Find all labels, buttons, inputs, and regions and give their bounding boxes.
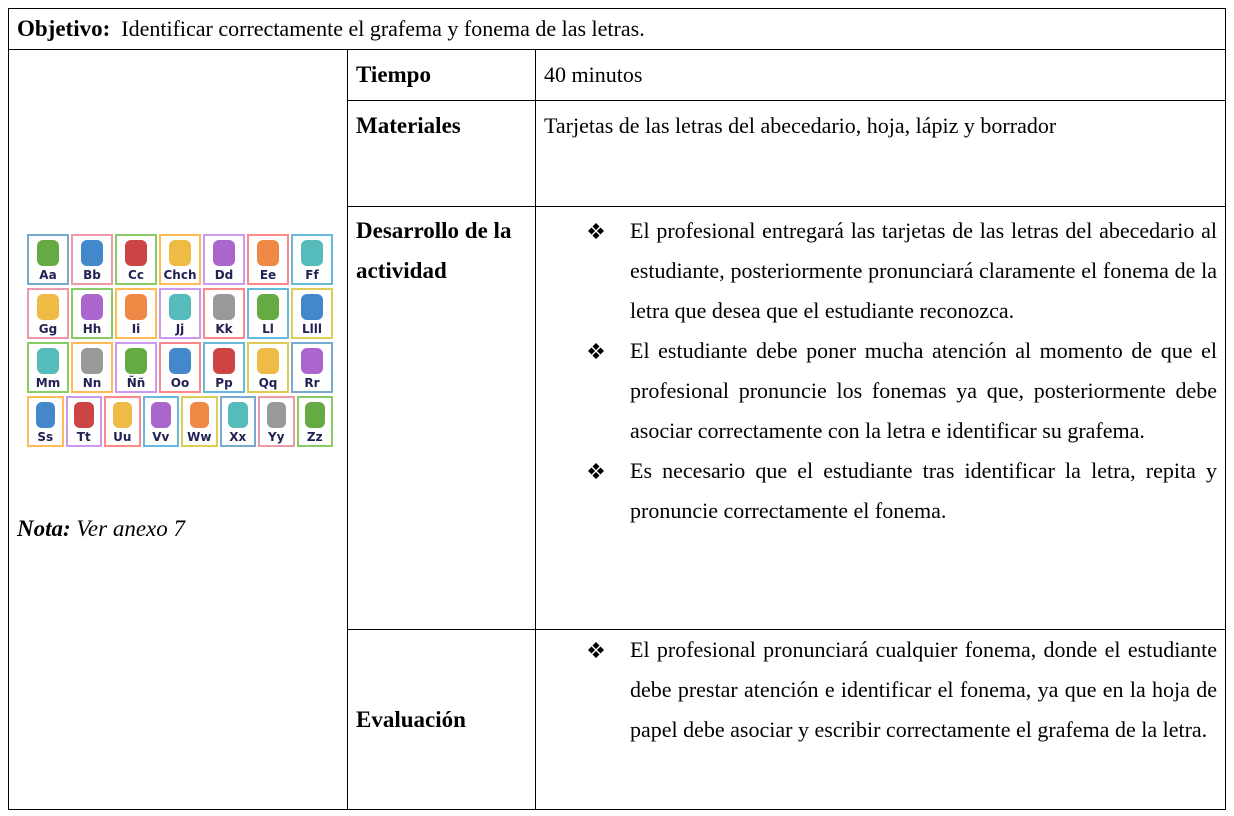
alphabet-card: Xx bbox=[219, 396, 256, 447]
alphabet-card: Hh bbox=[71, 288, 113, 339]
row-label: Desarrollo de la actividad bbox=[347, 206, 536, 630]
row-text: Tarjetas de las letras del abecedario, h… bbox=[534, 100, 1227, 207]
alphabet-image: Aa Bb Cc Chch Dd Ee Ff Gg Hh Ii Jj Kk Ll Llll Mm Nn Ññ Oo… bbox=[27, 234, 333, 447]
alphabet-card: Bb bbox=[71, 234, 113, 285]
alphabet-card: Ll bbox=[247, 288, 289, 339]
alphabet-card: Rr bbox=[291, 342, 333, 393]
row-label: Tiempo bbox=[347, 49, 536, 101]
bullet-cell: El profesional entregará las tarjetas de… bbox=[534, 206, 1227, 630]
alphabet-card: Pp bbox=[203, 342, 245, 393]
bullet-icon bbox=[588, 223, 604, 239]
row-label: Materiales bbox=[347, 100, 536, 207]
bullet-text: El profesional entregará las tarjetas de… bbox=[630, 218, 1218, 323]
alphabet-card: Jj bbox=[159, 288, 201, 339]
alphabet-card: Ww bbox=[181, 396, 218, 447]
activity-table: Objetivo: Identificar correctamente el g… bbox=[7, 8, 1227, 810]
bullet-icon bbox=[588, 343, 604, 359]
bullet-text: Es necesario que el estudiante tras iden… bbox=[630, 458, 1218, 523]
alphabet-card: Qq bbox=[247, 342, 289, 393]
bullet-list: El profesional pronunciará cualquier fon… bbox=[544, 630, 1217, 750]
alphabet-card: Ee bbox=[247, 234, 289, 285]
objective-label: Objetivo: bbox=[17, 16, 111, 41]
row-text: 40 minutos bbox=[534, 49, 1227, 101]
alphabet-card: Dd bbox=[203, 234, 245, 285]
alphabet-card: Ss bbox=[27, 396, 64, 447]
bullet-item: El profesional entregará las tarjetas de… bbox=[586, 211, 1217, 331]
note-text: Ver anexo 7 bbox=[76, 516, 185, 541]
bullet-item: El profesional pronunciará cualquier fon… bbox=[586, 630, 1217, 750]
row: Aa Bb Cc Chch Dd Ee Ff Gg Hh Ii Jj Kk Ll Llll Mm Nn Ññ Oo… bbox=[8, 49, 1227, 810]
bullet-icon bbox=[588, 463, 604, 479]
objective-text: Identificar correctamente el grafema y f… bbox=[121, 16, 645, 41]
bullet-list: El profesional entregará las tarjetas de… bbox=[544, 211, 1217, 531]
note-label: Nota: bbox=[17, 516, 71, 541]
alphabet-card: Yy bbox=[258, 396, 295, 447]
note: Nota: Ver anexo 7 bbox=[17, 509, 339, 549]
bullet-item: El estudiante debe poner mucha atención … bbox=[586, 331, 1217, 451]
bullet-cell: El profesional pronunciará cualquier fon… bbox=[534, 629, 1227, 810]
objective-row: Objetivo: Identificar correctamente el g… bbox=[7, 8, 1227, 50]
card-row: Mm Nn Ññ Oo Pp Qq Rr bbox=[27, 342, 333, 393]
alphabet-card: Aa bbox=[27, 234, 69, 285]
row: Evaluación El profesional pronunciará cu… bbox=[9, 629, 1227, 810]
alphabet-card: Uu bbox=[104, 396, 141, 447]
alphabet-card: Zz bbox=[296, 396, 333, 447]
bullet-icon bbox=[588, 642, 604, 658]
alphabet-card: Ññ bbox=[115, 342, 157, 393]
bullet-text: El profesional pronunciará cualquier fon… bbox=[630, 637, 1218, 742]
alphabet-card: Cc bbox=[115, 234, 157, 285]
row-label: Evaluación bbox=[347, 629, 536, 810]
card-row: Ss Tt Uu Vv Ww Xx Yy Zz bbox=[27, 396, 333, 447]
bullet-text: El estudiante debe poner mucha atención … bbox=[630, 338, 1218, 443]
card-row: Gg Hh Ii Jj Kk Ll Llll bbox=[27, 288, 333, 339]
alphabet-card: Nn bbox=[71, 342, 113, 393]
alphabet-card: Mm bbox=[27, 342, 69, 393]
alphabet-card: Kk bbox=[203, 288, 245, 339]
row: Materiales Tarjetas de las letras del ab… bbox=[9, 100, 1227, 207]
alphabet-card: Vv bbox=[142, 396, 179, 447]
row: Desarrollo de la actividad El profesiona… bbox=[9, 206, 1227, 630]
card-row: Aa Bb Cc Chch Dd Ee Ff bbox=[27, 234, 333, 285]
alphabet-card: Llll bbox=[291, 288, 333, 339]
alphabet-card: Gg bbox=[27, 288, 69, 339]
objective-cell: Objetivo: Identificar correctamente el g… bbox=[7, 8, 1227, 50]
alphabet-card: Ii bbox=[115, 288, 157, 339]
alphabet-card: Ff bbox=[291, 234, 333, 285]
bullet-item: Es necesario que el estudiante tras iden… bbox=[586, 451, 1217, 531]
image-cell: Aa Bb Cc Chch Dd Ee Ff Gg Hh Ii Jj Kk Ll Llll Mm Nn Ññ Oo… bbox=[8, 49, 348, 810]
alphabet-card: Oo bbox=[159, 342, 201, 393]
alphabet-card: Tt bbox=[65, 396, 102, 447]
alphabet-card: Chch bbox=[159, 234, 201, 285]
